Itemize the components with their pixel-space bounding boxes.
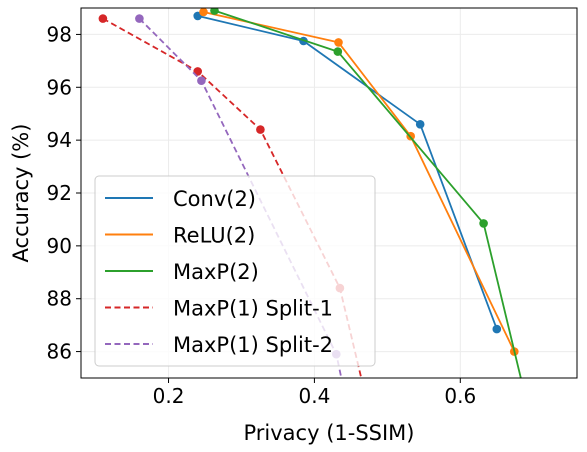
x-axis-label: Privacy (1-SSIM) [243,421,414,445]
legend: Conv(2) ReLU(2) MaxP(2) MaxP(1) Split-1 MaxP… [94,175,376,367]
y-tick-label: 98 [47,22,72,46]
series-point [256,125,265,134]
series-point [199,8,208,17]
series-line [203,11,516,352]
legend-label: Conv(2) [173,187,256,211]
series-layer [98,8,522,378]
y-tick-label: 86 [47,340,72,364]
legend-label: ReLU(2) [173,224,255,248]
legend-box [94,175,376,367]
series-point [492,324,502,334]
series-line [214,9,522,378]
y-tick-label: 94 [47,128,72,152]
legend-label: MaxP(2) [173,260,259,284]
y-axis-label: Accuracy (%) [9,124,33,263]
series-point [415,120,425,129]
series-point [197,76,206,85]
ticks: 0.2 0.4 0.6 86 88 90 92 94 96 98 [47,22,477,408]
y-tick-label: 96 [47,75,72,99]
series-point [193,67,202,76]
series-point [135,14,144,23]
series-point [479,219,488,228]
series-point [210,8,219,15]
x-tick-label: 0.6 [444,384,476,408]
series-point [98,14,108,23]
x-tick-label: 0.4 [299,384,331,408]
series-line [197,15,498,330]
legend-label: MaxP(1) Split-1 [173,297,333,321]
y-tick-label: 90 [47,234,72,258]
y-tick-label: 88 [47,287,72,311]
x-tick-label: 0.2 [153,384,185,408]
series-point [333,47,343,56]
legend-label: MaxP(1) Split-2 [173,333,333,357]
y-tick-label: 92 [47,181,72,205]
series-point [334,38,343,47]
